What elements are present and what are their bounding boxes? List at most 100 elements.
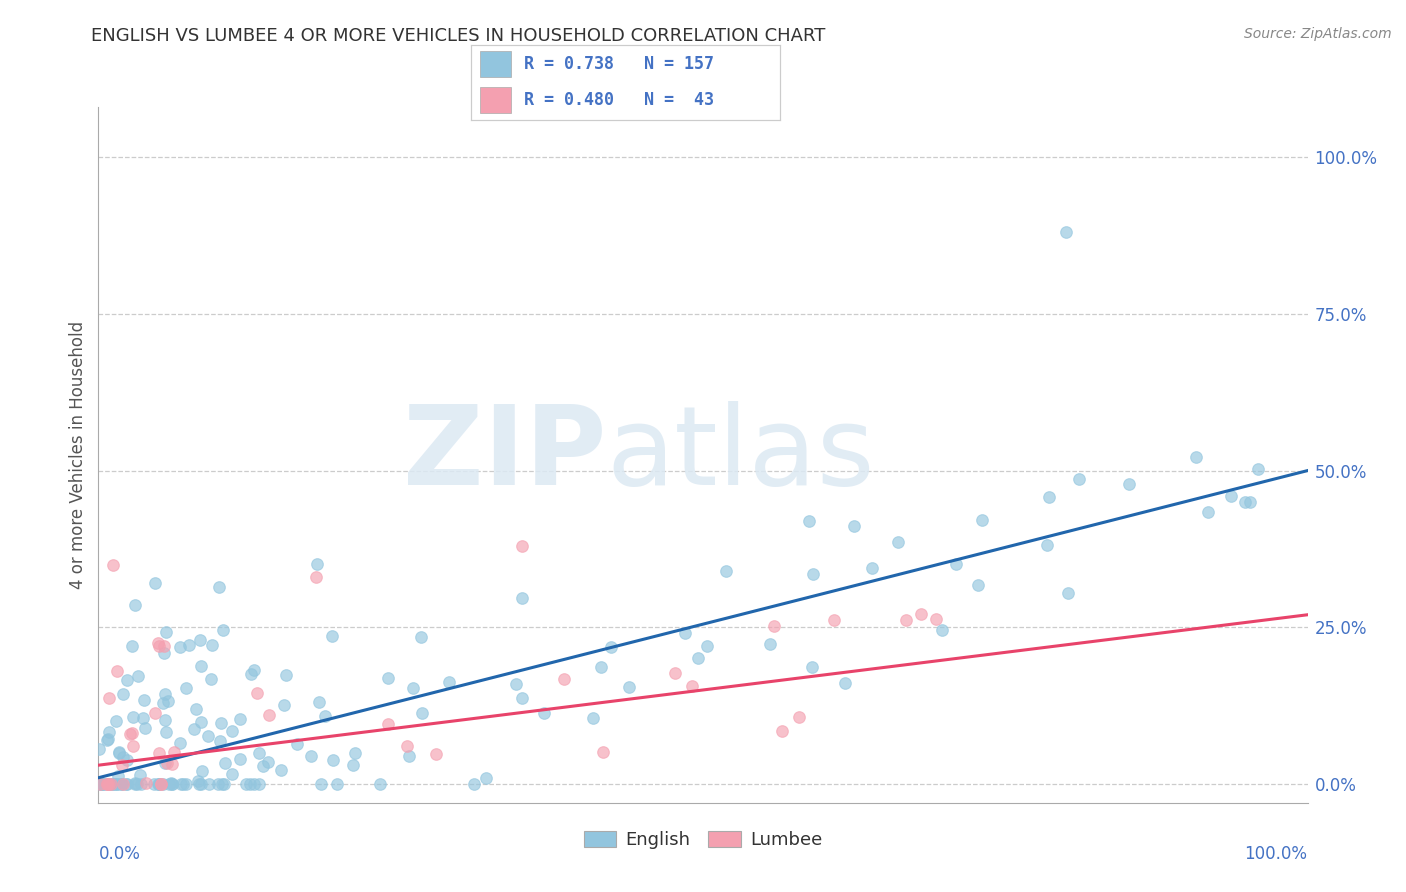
Point: [129, 768, 152, 782]
Text: Source: ZipAtlas.com: Source: ZipAtlas.com: [1244, 27, 1392, 41]
Point: [211, 623, 233, 637]
Point: [105, 777, 128, 791]
Point: [157, 694, 180, 708]
Point: [686, 651, 709, 665]
Point: [170, 777, 193, 791]
Point: [96, 777, 118, 791]
Point: [1239, 494, 1261, 508]
Point: [214, 777, 236, 791]
Point: [148, 639, 170, 653]
Point: [122, 739, 145, 754]
Point: [592, 745, 614, 759]
Point: [402, 681, 425, 695]
Point: [187, 774, 209, 789]
Point: [152, 777, 174, 791]
Point: [155, 625, 177, 640]
Point: [398, 748, 420, 763]
Point: [256, 755, 278, 769]
Point: [758, 637, 780, 651]
Point: [1036, 538, 1059, 552]
Point: [132, 711, 155, 725]
Point: [120, 727, 142, 741]
Point: [153, 646, 176, 660]
Point: [129, 777, 152, 791]
Point: [89, 777, 111, 791]
Point: [762, 619, 785, 633]
Point: [96, 733, 118, 747]
Point: [696, 640, 718, 654]
Point: [91, 777, 114, 791]
Point: [105, 777, 128, 791]
Point: [190, 764, 212, 779]
Point: [169, 736, 191, 750]
Point: [770, 723, 793, 738]
Point: [510, 591, 533, 605]
Point: [200, 638, 222, 652]
Point: [153, 639, 176, 653]
Point: [326, 777, 349, 791]
Point: [259, 707, 281, 722]
Point: [115, 777, 138, 791]
Point: [114, 777, 136, 791]
Point: [112, 750, 135, 764]
Point: [247, 746, 270, 760]
Point: [103, 777, 125, 791]
Point: [98, 777, 121, 791]
Point: [273, 698, 295, 712]
Point: [124, 777, 146, 791]
Point: [184, 701, 207, 715]
Point: [299, 748, 322, 763]
Point: [553, 673, 575, 687]
Point: [970, 513, 993, 527]
Legend: English, Lumbee: English, Lumbee: [576, 823, 830, 856]
Point: [134, 693, 156, 707]
Point: [276, 667, 298, 681]
Point: [475, 771, 498, 785]
Point: [200, 672, 222, 686]
Point: [945, 558, 967, 572]
Point: [800, 659, 823, 673]
Point: [411, 706, 433, 720]
Point: [146, 636, 169, 650]
Point: [229, 712, 252, 726]
Point: [108, 745, 131, 759]
Point: [160, 777, 183, 791]
Point: [153, 687, 176, 701]
Point: [183, 722, 205, 736]
Point: [110, 777, 132, 791]
Point: [124, 776, 146, 790]
Point: [90, 777, 112, 791]
Point: [305, 558, 328, 572]
Point: [209, 715, 232, 730]
Point: [860, 561, 883, 575]
Point: [103, 777, 125, 791]
Point: [305, 570, 328, 584]
Point: [134, 721, 156, 735]
Point: [121, 709, 143, 723]
Point: [98, 777, 121, 791]
Point: [117, 673, 139, 688]
Point: [221, 723, 243, 738]
Point: [159, 775, 181, 789]
Point: [1234, 495, 1257, 509]
Point: [801, 566, 824, 581]
Point: [425, 747, 447, 761]
Point: [112, 687, 135, 701]
Point: [505, 677, 527, 691]
Bar: [481, 52, 512, 78]
Point: [107, 746, 129, 760]
Point: [188, 633, 211, 648]
Point: [533, 706, 555, 720]
Point: [1184, 450, 1206, 464]
Point: [270, 763, 292, 777]
Point: [172, 777, 194, 791]
Point: [823, 613, 845, 627]
Point: [931, 623, 953, 637]
Point: [510, 691, 533, 706]
Point: [197, 729, 219, 743]
Point: [311, 777, 333, 791]
Text: ZIP: ZIP: [404, 401, 606, 508]
Point: [148, 777, 170, 791]
Point: [179, 638, 201, 652]
Point: [322, 753, 344, 767]
